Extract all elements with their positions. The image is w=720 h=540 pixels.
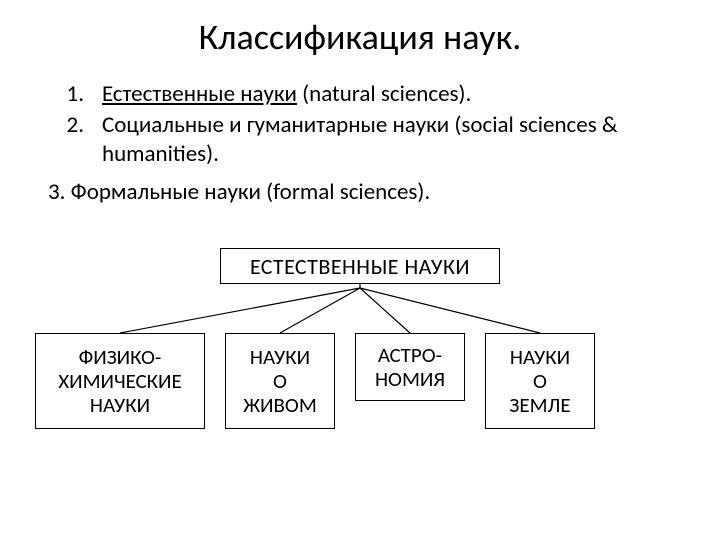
tree-leaf-label: АСТРО- НОМИЯ — [375, 343, 445, 391]
list-text: Социальные и гуманитарные науки (social … — [102, 111, 680, 169]
list-item: 2. Социальные и гуманитарные науки (soci… — [40, 111, 680, 169]
slide: Классификация наук. 1. Естественные наук… — [0, 0, 720, 540]
list-text-rest: (natural sciences). — [297, 80, 471, 108]
list-item-3: 3. Формальные науки (formal sciences). — [48, 178, 680, 207]
numbered-list: 1. Естественные науки (natural sciences)… — [40, 80, 680, 170]
tree-leaf-label: НАУКИ О ЗЕМЛЕ — [509, 345, 570, 417]
tree-leaf-label: НАУКИ О ЖИВОМ — [243, 345, 317, 417]
list-text-rest: Социальные и гуманитарные науки (social … — [102, 111, 618, 168]
tree-leaf-box: ФИЗИКО- ХИМИЧЕСКИЕ НАУКИ — [35, 333, 205, 429]
tree-root-label: ЕСТЕСТВЕННЫЕ НАУКИ — [250, 253, 470, 280]
tree-root-box: ЕСТЕСТВЕННЫЕ НАУКИ — [220, 248, 500, 284]
tree-leaf-box: АСТРО- НОМИЯ — [355, 333, 465, 401]
list-text: Естественные науки (natural sciences). — [102, 80, 680, 109]
tree-leaf-label: ФИЗИКО- ХИМИЧЕСКИЕ НАУКИ — [58, 345, 182, 417]
list-number: 1. — [40, 80, 102, 109]
list-item: 1. Естественные науки (natural sciences)… — [40, 80, 680, 109]
list-text-underlined: Естественные науки — [102, 80, 297, 108]
tree-leaf-box: НАУКИ О ЗЕМЛЕ — [485, 333, 595, 429]
tree-leaf-box: НАУКИ О ЖИВОМ — [225, 333, 335, 429]
list-number: 2. — [40, 111, 102, 140]
slide-title: Классификация наук. — [0, 15, 720, 59]
